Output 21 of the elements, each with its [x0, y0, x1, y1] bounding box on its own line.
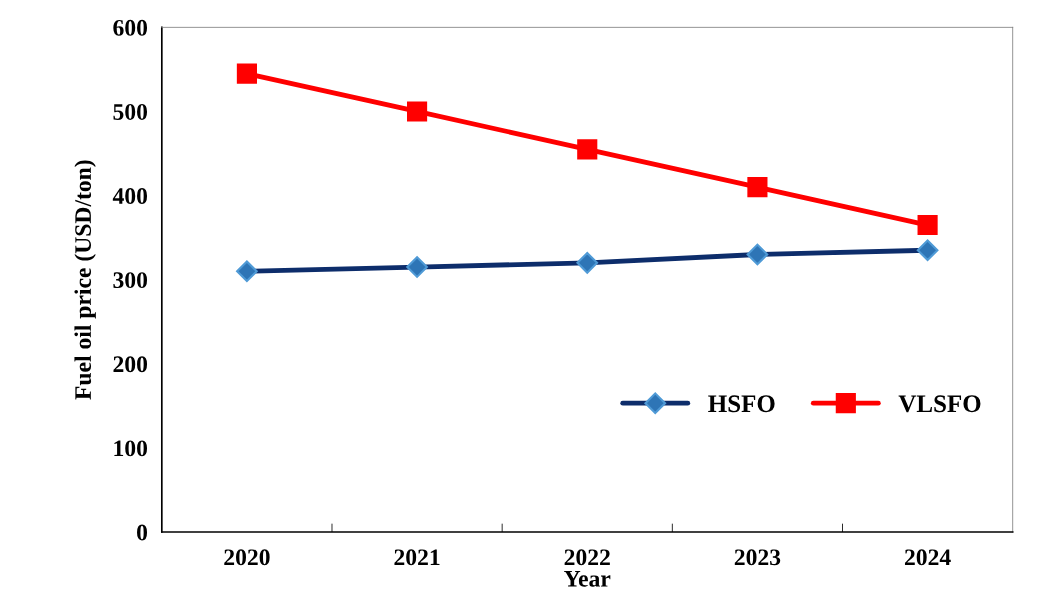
y-axis-title: Fuel oil price (USD/ton) — [74, 160, 96, 400]
point — [747, 177, 768, 198]
point — [577, 139, 598, 160]
point — [407, 101, 428, 122]
x-tick-label: 2023 — [734, 549, 781, 566]
x-axis-title: Year — [564, 571, 611, 587]
x-tick-label: 2021 — [394, 549, 440, 566]
x-tick-label: 2024 — [904, 549, 951, 566]
y-tick-label: 100 — [114, 440, 148, 457]
y-tick-label: 200 — [113, 356, 148, 373]
x-tick-label: 2022 — [564, 549, 610, 566]
point — [917, 214, 938, 236]
y-tick-label: 400 — [112, 188, 148, 204]
y-tick-label: 600 — [113, 19, 148, 36]
legend-label: HSFO — [708, 395, 775, 413]
legend-label: VLSFO — [898, 395, 981, 413]
y-tick-label: 0 — [137, 524, 148, 541]
y-tick-label: 500 — [113, 103, 148, 120]
y-tick-label: 300 — [113, 272, 148, 289]
point — [236, 63, 257, 84]
x-tick-label: 2020 — [224, 549, 270, 566]
